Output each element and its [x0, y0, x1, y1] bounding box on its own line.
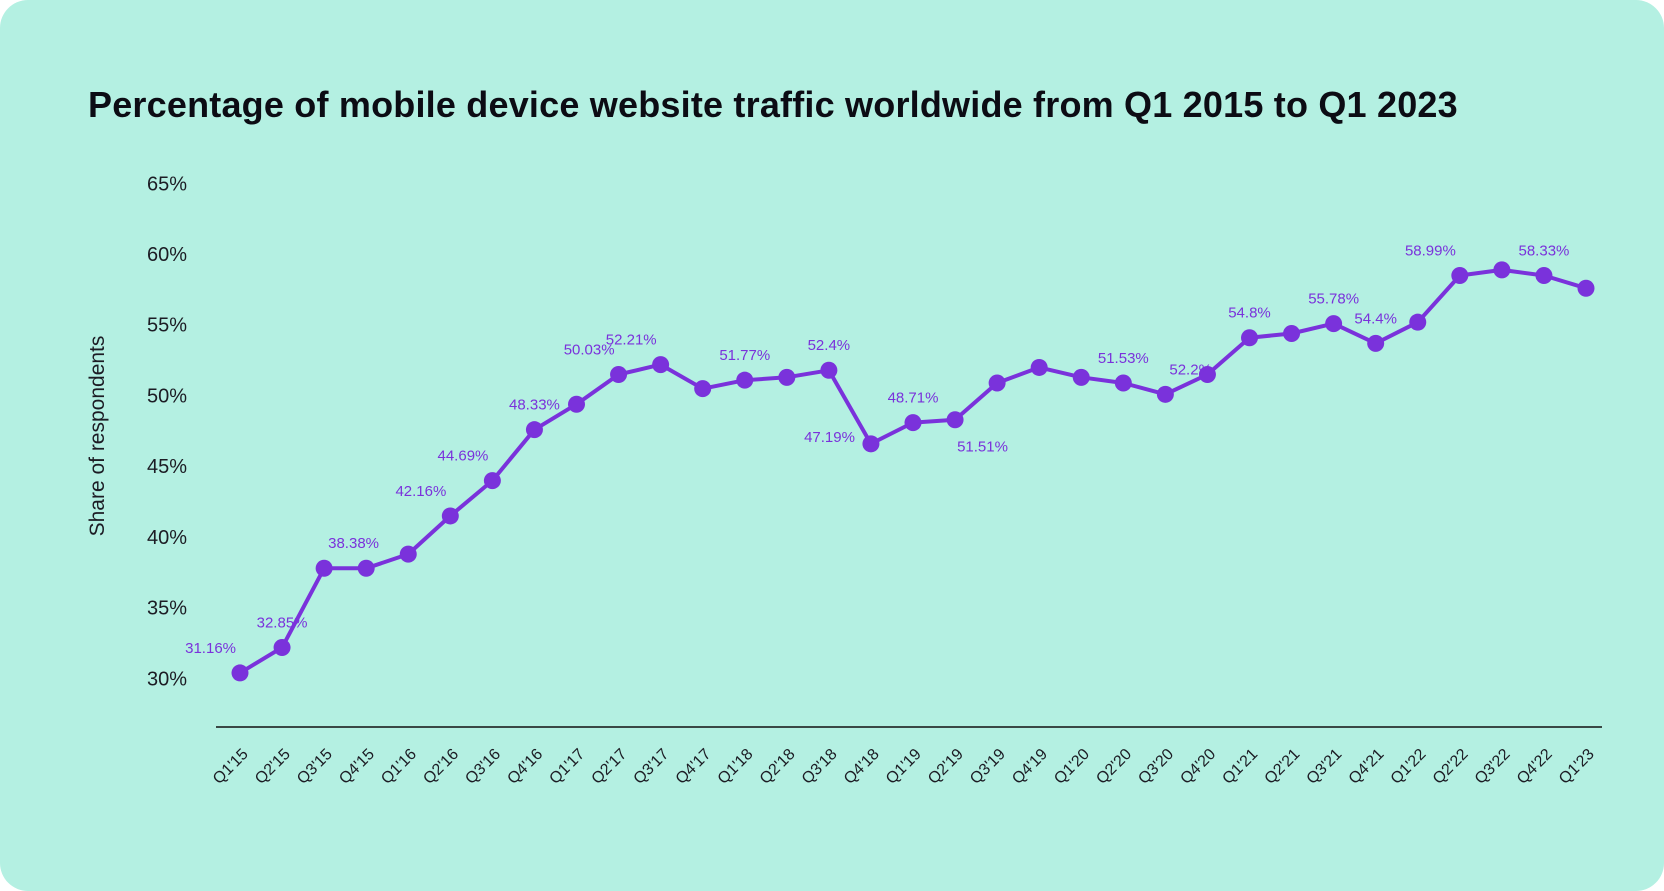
x-tick-label: Q1'18: [715, 746, 757, 788]
chart-title: Percentage of mobile device website traf…: [88, 84, 1458, 125]
x-tick-label: Q3'20: [1135, 746, 1177, 788]
data-point: [1114, 374, 1132, 392]
data-point: [357, 559, 375, 577]
data-label: 51.77%: [719, 347, 770, 364]
x-tick-label: Q3'19: [967, 746, 1009, 788]
data-point: [1493, 261, 1511, 279]
data-label: 47.19%: [804, 429, 855, 446]
y-axis-label: Share of respondents: [86, 336, 109, 537]
data-point: [525, 421, 543, 439]
x-tick-label: Q1'20: [1051, 746, 1093, 788]
data-point: [1283, 325, 1301, 342]
y-tick-label: 50%: [147, 385, 187, 407]
data-point: [568, 395, 585, 413]
x-tick-label: Q4'18: [841, 746, 883, 788]
data-point: [1241, 329, 1258, 347]
y-tick-label: 45%: [147, 456, 187, 478]
x-tick-label: Q4'16: [504, 746, 546, 788]
x-tick-label: Q2'18: [757, 746, 799, 788]
x-tick-label: Q1'17: [546, 746, 588, 788]
x-tick-label: Q4'17: [673, 746, 715, 788]
data-label: 58.33%: [1519, 242, 1570, 259]
x-tick-label: Q4'15: [336, 746, 378, 788]
x-tick-label: Q4'19: [1009, 746, 1051, 788]
data-point: [1409, 313, 1427, 331]
data-point: [862, 435, 880, 453]
data-label: 52.4%: [808, 337, 851, 354]
x-tick-label: Q1'19: [883, 746, 925, 788]
data-point: [399, 545, 417, 563]
x-tick-label: Q2'15: [252, 746, 294, 788]
x-tick-label: Q2'21: [1262, 746, 1304, 788]
x-tick-label: Q3'22: [1472, 746, 1514, 788]
x-tick-label: Q3'17: [631, 746, 673, 788]
data-label: 50.03%: [564, 341, 615, 358]
x-tick-label: Q2'17: [589, 746, 631, 788]
x-tick-label: Q2'22: [1430, 746, 1472, 788]
data-label: 32.85%: [257, 614, 308, 631]
x-tick-label: Q2'19: [925, 746, 967, 788]
data-label: 48.33%: [509, 397, 560, 414]
data-point: [1198, 366, 1216, 384]
data-point: [273, 638, 291, 656]
data-point: [1367, 334, 1385, 352]
data-label: 52.21%: [606, 332, 657, 349]
data-label: 51.53%: [1098, 350, 1149, 367]
data-point: [1030, 358, 1048, 376]
x-tick-label: Q1'16: [378, 746, 420, 788]
data-label: 48.71%: [888, 390, 939, 407]
data-label: 58.99%: [1405, 242, 1456, 259]
x-tick-label: Q3'18: [799, 746, 841, 788]
data-point: [1325, 315, 1343, 333]
data-point: [736, 371, 754, 389]
data-point: [441, 507, 459, 525]
x-tick-label: Q2'20: [1093, 746, 1135, 788]
y-tick-label: 55%: [147, 315, 187, 337]
y-tick-label: 65%: [147, 173, 187, 195]
data-point: [1156, 385, 1174, 403]
series-line: [238, 267, 1588, 675]
x-tick-label: Q1'22: [1388, 746, 1430, 788]
data-point: [1535, 267, 1553, 285]
x-tick-label: Q1'21: [1219, 746, 1261, 788]
data-point: [988, 374, 1006, 392]
data-label: 54.8%: [1228, 305, 1271, 322]
x-tick-label: Q4'21: [1346, 746, 1388, 788]
x-tick-label: Q1'23: [1556, 746, 1598, 788]
data-point: [315, 559, 333, 577]
y-tick-label: 40%: [147, 527, 187, 549]
data-label: 54.4%: [1354, 310, 1397, 327]
data-label: 42.16%: [395, 483, 446, 500]
data-point: [1072, 368, 1090, 386]
data-label: 51.51%: [957, 439, 1008, 456]
data-point: [1577, 279, 1595, 297]
x-tick-label: Q3'15: [294, 746, 336, 788]
x-tick-label: Q4'22: [1514, 746, 1556, 788]
data-point: [1451, 267, 1469, 285]
y-tick-label: 30%: [147, 668, 187, 690]
data-point: [610, 366, 628, 384]
y-tick-label: 35%: [147, 598, 187, 620]
data-label: 55.78%: [1308, 291, 1359, 308]
data-point: [483, 472, 501, 490]
data-label: 31.16%: [185, 640, 236, 657]
y-tick-label: 60%: [147, 244, 187, 266]
data-point: [946, 411, 964, 429]
data-point: [231, 664, 249, 682]
x-tick-label: Q2'16: [420, 746, 462, 788]
data-point: [652, 356, 670, 374]
data-label: 38.38%: [328, 535, 379, 552]
data-point: [694, 380, 712, 398]
data-point: [820, 361, 838, 379]
x-tick-label: Q1'15: [210, 746, 252, 788]
data-point: [778, 368, 796, 386]
x-tick-label: Q3'16: [462, 746, 504, 788]
data-label: 44.69%: [438, 448, 489, 465]
x-tick-label: Q3'21: [1304, 746, 1346, 788]
data-point: [904, 414, 922, 432]
x-tick-label: Q4'20: [1177, 746, 1219, 788]
data-label: 52.2%: [1169, 361, 1212, 378]
